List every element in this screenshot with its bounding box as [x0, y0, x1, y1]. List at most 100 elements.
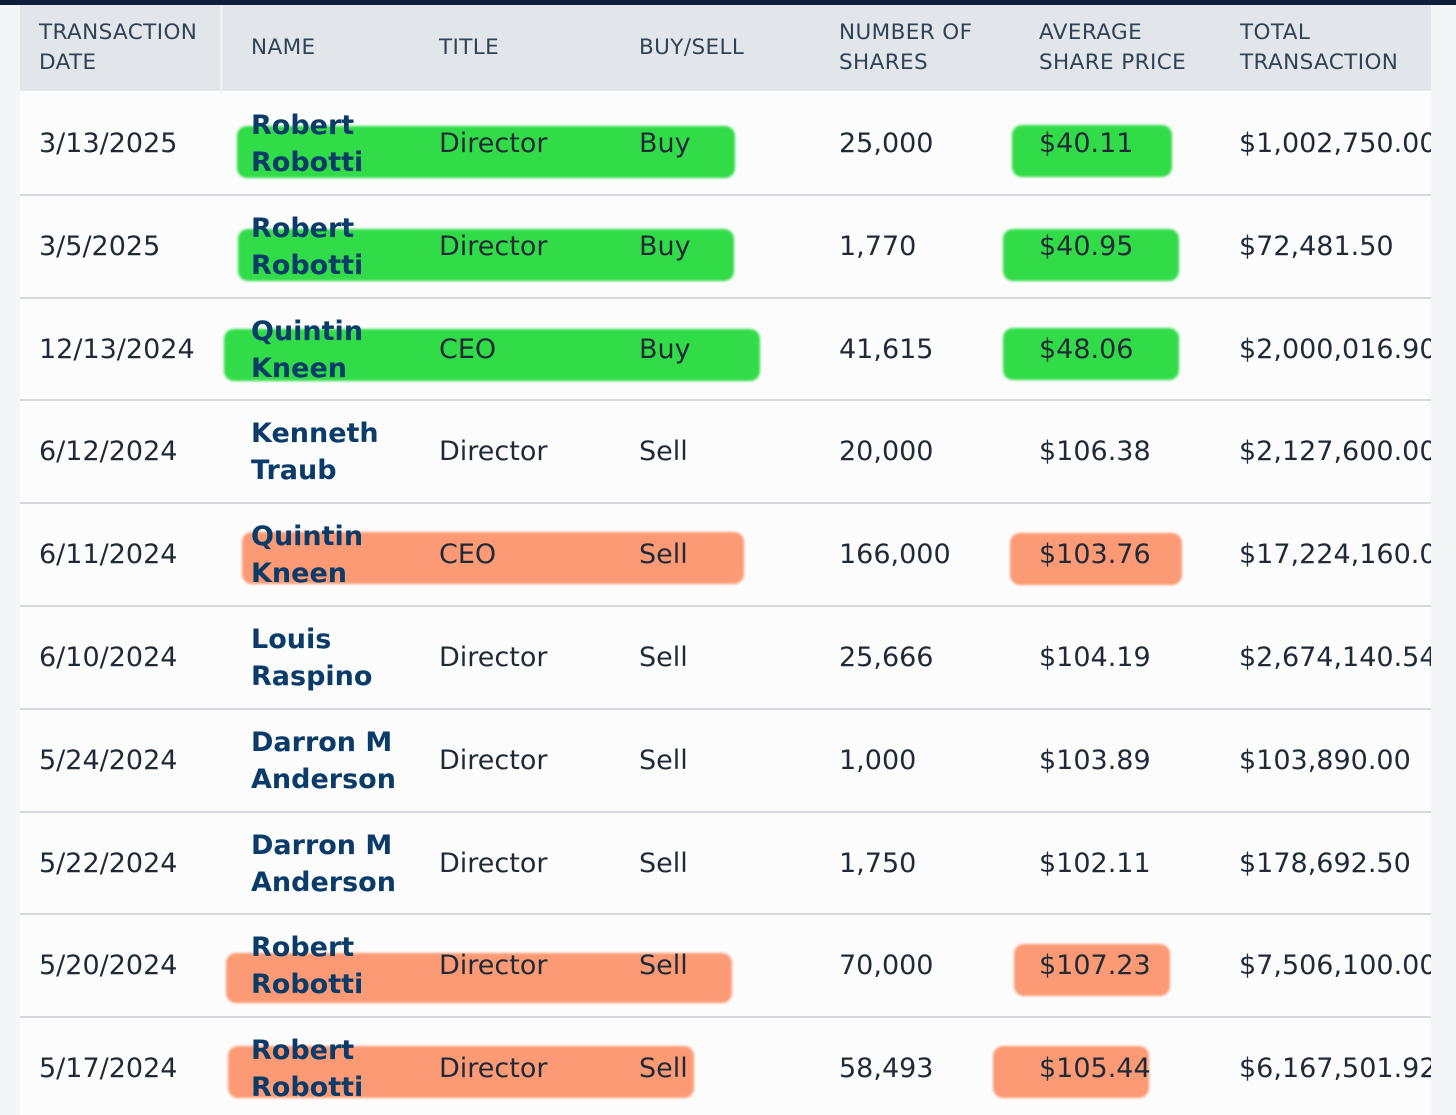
row-highlight-marker — [238, 228, 734, 281]
price-highlight-marker — [1012, 125, 1172, 177]
number-of-shares: 166,000 — [839, 539, 951, 571]
insider-title: Director — [439, 230, 548, 262]
table-row[interactable]: 6/11/2024 Quintin Kneen CEO Sell 166,000 $103.… — [20, 504, 1431, 607]
insider-name-link[interactable]: Quintin Kneen — [251, 518, 363, 592]
buy-sell-type: Sell — [639, 744, 688, 776]
insider-title: Director — [439, 436, 548, 468]
average-share-price: $40.11 — [1039, 128, 1134, 159]
transaction-date: 6/12/2024 — [39, 436, 178, 468]
number-of-shares: 20,000 — [839, 436, 934, 468]
insider-name-link[interactable]: Darron M Anderson — [251, 827, 396, 901]
table-row[interactable]: 5/17/2024 Robert Robotti Director Sell 58,493… — [20, 1018, 1431, 1115]
header-transaction-date[interactable]: TRANSACTION DATE — [39, 20, 198, 75]
transaction-date: 6/10/2024 — [39, 642, 178, 673]
total-transaction: $2,127,600.00 — [1239, 436, 1431, 468]
price-highlight-marker — [1003, 327, 1179, 380]
row-divider — [20, 502, 1431, 505]
insider-last-name[interactable]: Traub — [251, 455, 337, 487]
buy-sell-type: Buy — [639, 230, 691, 262]
insider-name-link[interactable]: Louis Raspino — [251, 621, 372, 695]
insider-first-name[interactable]: Robert — [251, 110, 355, 141]
insider-last-name[interactable]: Robotti — [251, 249, 364, 281]
row-highlight-marker — [224, 328, 760, 381]
row-highlight-marker — [226, 953, 732, 1004]
table-row[interactable]: 6/12/2024 Kenneth Traub Director Sell 20,000 $… — [20, 401, 1431, 504]
insider-name-link[interactable]: Quintin Kneen — [251, 313, 363, 387]
insider-name-link[interactable]: Darron M Anderson — [251, 724, 396, 798]
table-row[interactable]: 6/10/2024 Louis Raspino Director Sell 25,666 $… — [20, 607, 1431, 709]
average-share-price: $107.23 — [1039, 950, 1151, 982]
insider-last-name[interactable]: Kneen — [251, 558, 347, 590]
table-row[interactable]: 3/13/2025 Robert Robotti Director Buy 25,000 $… — [20, 93, 1431, 195]
number-of-shares: 1,000 — [839, 744, 917, 776]
transaction-date: 5/24/2024 — [39, 744, 178, 776]
header-title[interactable]: TITLE — [439, 35, 500, 60]
row-divider — [20, 399, 1431, 402]
row-divider — [20, 296, 1431, 299]
insider-last-name[interactable]: Robotti — [251, 969, 364, 1001]
insider-title: Director — [439, 847, 548, 879]
insider-last-name[interactable]: Anderson — [251, 763, 396, 795]
total-transaction: $7,506,100.00 — [1239, 950, 1431, 982]
total-transaction: $2,000,016.90 — [1239, 333, 1431, 365]
insider-first-name[interactable]: Darron M — [251, 726, 393, 758]
average-share-price: $104.19 — [1039, 642, 1151, 673]
number-of-shares: 1,770 — [839, 230, 917, 262]
header-average-share-price[interactable]: AVERAGE SHARE PRICE — [1039, 20, 1187, 75]
insider-last-name[interactable]: Kneen — [251, 352, 347, 384]
price-highlight-marker — [1010, 533, 1182, 586]
total-transaction: $2,674,140.54 — [1239, 642, 1431, 673]
buy-sell-type: Sell — [639, 642, 688, 673]
insider-title: Director — [439, 642, 548, 673]
buy-sell-type: Sell — [639, 539, 688, 571]
header-name[interactable]: NAME — [251, 35, 316, 60]
insider-name-link[interactable]: Robert Robotti — [251, 210, 363, 284]
average-share-price: $105.44 — [1039, 1053, 1151, 1085]
transaction-date: 3/13/2025 — [39, 128, 178, 159]
row-divider — [20, 810, 1431, 813]
average-share-price: $102.11 — [1039, 847, 1151, 879]
buy-sell-type: Buy — [639, 128, 691, 159]
table-row[interactable]: 5/20/2024 Robert Robotti Director Sell 70,000… — [20, 915, 1431, 1018]
insider-first-name[interactable]: Robert — [251, 1035, 355, 1067]
total-transaction: $103,890.00 — [1239, 744, 1411, 776]
insider-first-name[interactable]: Quintin — [251, 521, 364, 553]
total-transaction: $1,002,750.00 — [1239, 128, 1431, 159]
insider-title: Director — [439, 128, 548, 159]
insider-name-link[interactable]: Robert Robotti — [251, 107, 363, 181]
insider-name-link[interactable]: Robert Robotti — [251, 929, 363, 1003]
number-of-shares: 25,666 — [839, 642, 934, 673]
insider-last-name[interactable]: Robotti — [251, 147, 364, 178]
table-row[interactable]: 3/5/2025 Robert Robotti Director Buy 1,770 $40… — [20, 195, 1431, 298]
price-highlight-marker — [1014, 944, 1170, 997]
insider-first-name[interactable]: Louis — [251, 624, 332, 655]
row-highlight-marker — [242, 532, 744, 585]
insider-title: CEO — [439, 333, 497, 365]
total-transaction: $72,481.50 — [1239, 230, 1394, 262]
total-transaction: $17,224,160.0 — [1239, 539, 1431, 571]
buy-sell-type: Sell — [639, 436, 688, 468]
insider-first-name[interactable]: Darron M — [251, 829, 393, 861]
top-bar — [0, 0, 1456, 5]
insider-first-name[interactable]: Robert — [251, 932, 355, 964]
table-row[interactable]: 5/24/2024 Darron M Anderson Director Sell 1,0… — [20, 709, 1431, 812]
table-row[interactable]: 5/22/2024 Darron M Anderson Director Sell 1,7… — [20, 812, 1431, 915]
header-buy-sell[interactable]: BUY/SELL — [639, 35, 745, 60]
insider-first-name[interactable]: Quintin — [251, 315, 364, 347]
insider-first-name[interactable]: Robert — [251, 212, 355, 244]
insider-name-link[interactable]: Kenneth Traub — [251, 415, 379, 489]
insider-last-name[interactable]: Anderson — [251, 866, 396, 898]
header-number-of-shares[interactable]: NUMBER OF SHARES — [839, 20, 973, 75]
header-total-transaction[interactable]: TOTAL TRANSACTION — [1240, 20, 1399, 75]
insider-title: Director — [439, 744, 548, 776]
row-divider — [20, 605, 1431, 607]
average-share-price: $103.76 — [1039, 539, 1151, 571]
insider-last-name[interactable]: Raspino — [251, 661, 373, 692]
row-highlight-marker — [228, 1046, 694, 1099]
transaction-date: 12/13/2024 — [39, 333, 195, 365]
row-highlight-marker — [237, 126, 735, 178]
insider-name-link[interactable]: Robert Robotti — [251, 1032, 363, 1106]
insider-last-name[interactable]: Robotti — [251, 1072, 364, 1104]
insider-first-name[interactable]: Kenneth — [251, 418, 379, 450]
table-row[interactable]: 12/13/2024 Quintin Kneen CEO Buy 41,615 $48.06… — [20, 298, 1431, 401]
